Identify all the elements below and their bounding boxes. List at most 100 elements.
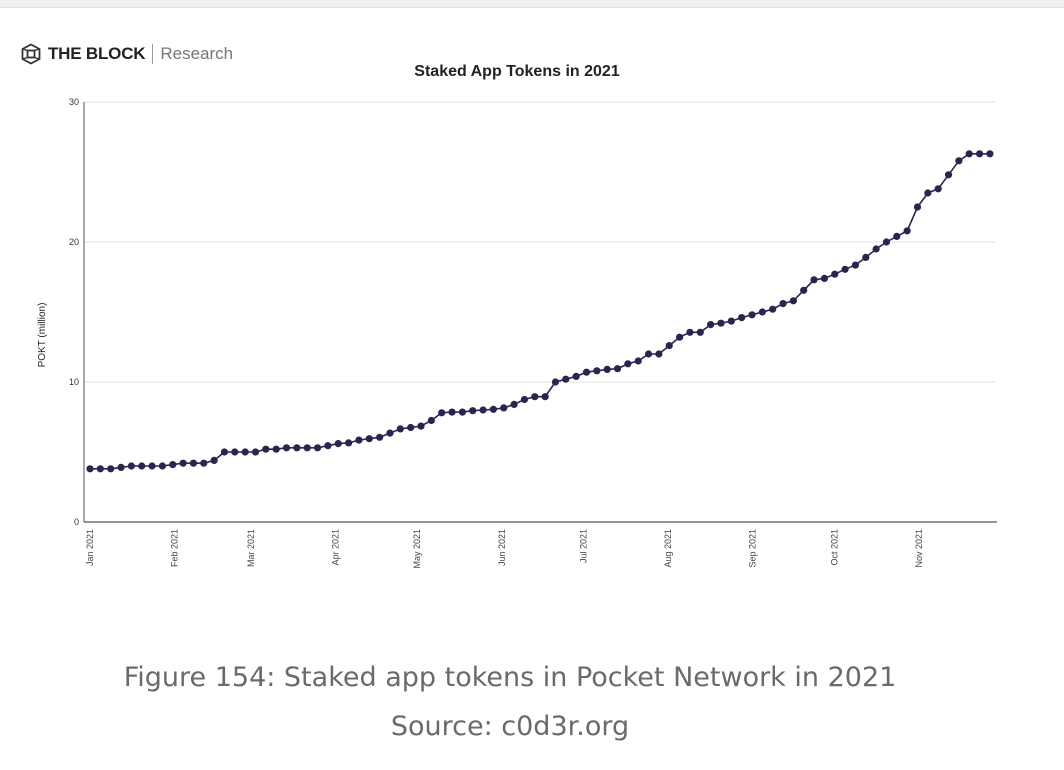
x-tick-label: Jul 2021 [579,529,589,563]
data-point [407,423,415,432]
y-tick-label: 0 [74,517,79,527]
data-point [86,465,94,473]
figure-caption: Figure 154: Staked app tokens in Pocket … [123,662,897,693]
logo-divider [152,44,154,64]
data-point [779,300,787,308]
data-point [396,425,404,433]
data-point [293,444,301,452]
data-point [210,456,218,464]
data-point [138,462,146,470]
data-point [531,393,539,401]
data-point [355,436,363,444]
data-point [862,253,870,261]
data-point [707,321,715,329]
data-point [665,342,673,350]
data-point [107,465,115,473]
data-point [117,463,125,471]
logo-subtitle: Research [160,44,234,63]
data-point [924,189,932,197]
data-point [520,395,529,404]
data-point [220,448,229,456]
y-axis-label: POKT (million) [37,303,48,368]
logo-brand: THE BLOCK [48,44,146,63]
data-point [148,462,156,470]
chart-title: Staked App Tokens in 2021 [414,63,620,80]
data-point [200,459,208,467]
data-point [634,357,642,365]
data-point [582,368,591,376]
data-point [282,444,291,452]
data-point [313,444,322,452]
data-point [872,245,880,253]
data-point [96,465,104,473]
data-point [800,286,808,294]
data-point [334,440,342,448]
data-point [820,274,829,282]
data-point [458,408,466,416]
data-point [169,461,177,469]
data-point [500,404,508,412]
series-line [90,153,990,470]
x-tick-label: Jun 2021 [497,529,507,566]
data-point [158,462,167,470]
x-tick-label: Sep 2021 [748,529,758,568]
x-tick-label: Mar 2021 [246,529,256,567]
data-point [344,439,353,447]
x-tick-label: Jan 2021 [85,529,95,566]
data-point [417,422,425,430]
cube-logo-icon [21,43,41,65]
data-point [851,261,860,269]
data-point [748,311,756,319]
data-point [758,308,766,316]
data-point [913,203,922,211]
data-point [427,416,435,425]
data-point [231,448,239,456]
data-point [262,445,270,453]
data-point [944,171,953,179]
data-point [241,448,249,456]
line-chart: Staked App Tokens in 2021 POKT (million)… [37,63,997,569]
data-point [189,459,198,467]
data-point [831,270,839,278]
data-point [810,276,818,284]
data-point [841,265,849,273]
data-point [986,150,994,158]
data-point [541,393,549,401]
x-tick-label: Oct 2021 [829,529,839,566]
data-point [438,409,446,417]
data-point [510,400,518,408]
data-point [624,360,632,368]
data-point [655,350,663,358]
data-point [955,157,963,165]
data-point [572,372,580,380]
data-point [934,185,942,193]
data-point [769,305,777,313]
data-point [551,378,560,386]
data-point [562,375,570,383]
data-point [738,314,746,322]
data-point [365,435,373,443]
data-point [179,459,187,467]
x-tick-label: Nov 2021 [914,529,924,568]
x-tick-label: Aug 2021 [663,529,673,568]
data-point [882,238,891,246]
data-point [127,462,135,470]
data-point [644,350,653,358]
data-point [975,150,984,158]
y-tick-label: 20 [69,237,79,247]
data-point [717,319,725,327]
top-bar [0,0,1064,8]
data-point [675,333,684,341]
data-point [903,227,911,235]
y-tick-label: 10 [69,377,79,387]
data-point [893,232,901,240]
x-tick-label: Feb 2021 [170,529,180,567]
data-point [479,406,487,414]
data-point [965,150,973,158]
data-point [469,407,477,415]
data-point [696,328,704,336]
source-caption: Source: c0d3r.org [390,711,630,742]
data-point [386,429,394,437]
data-point [593,367,601,375]
data-point [489,405,498,413]
